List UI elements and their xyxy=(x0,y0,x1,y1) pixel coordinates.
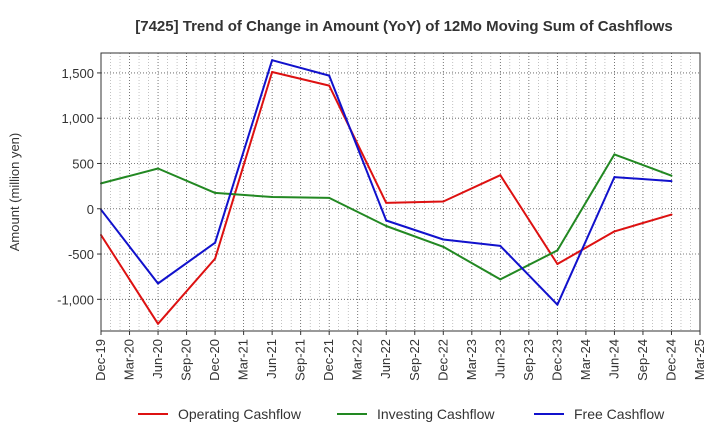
free-cashflow-point xyxy=(214,241,217,244)
x-tick-label: Sep-22 xyxy=(407,339,422,381)
investing-cashflow-point xyxy=(442,245,445,248)
y-axis-ticks: -1,000 -500 0 500 1,000 1,500 xyxy=(57,66,101,307)
y-tick-label: -1,000 xyxy=(57,292,94,307)
x-tick-label: Dec-22 xyxy=(435,339,450,381)
y-axis-label: Amount (million yen) xyxy=(7,133,22,252)
legend: Operating Cashflow Investing Cashflow Free… xyxy=(138,406,665,422)
operating-cashflow-point xyxy=(499,174,502,177)
x-tick-label: Jun-23 xyxy=(492,339,507,379)
series-lines xyxy=(100,59,673,325)
x-tick-label: Jun-24 xyxy=(606,339,621,379)
free-cashflow-point xyxy=(385,219,388,222)
investing-cashflow-point xyxy=(385,224,388,227)
free-cashflow-point xyxy=(271,59,274,62)
x-tick-label: Jun-21 xyxy=(264,339,279,379)
legend-label-free-cashflow: Free Cashflow xyxy=(574,406,665,422)
plot-area-frame xyxy=(100,52,701,332)
x-tick-label: Dec-19 xyxy=(93,339,108,381)
x-axis-ticks: Dec-19 Mar-20 Jun-20 Sep-20 Dec-20 Mar-21 Jun-… xyxy=(93,331,707,381)
investing-cashflow-point xyxy=(328,196,331,199)
investing-cashflow-point xyxy=(499,278,502,281)
free-cashflow-point xyxy=(442,238,445,241)
free-cashflow-point xyxy=(613,176,616,179)
x-tick-label: Mar-20 xyxy=(122,339,137,380)
x-tick-label: Dec-20 xyxy=(207,339,222,381)
free-cashflow-point xyxy=(499,244,502,247)
x-tick-label: Mar-21 xyxy=(236,339,251,380)
investing-cashflow-point xyxy=(613,153,616,156)
x-tick-label: Sep-20 xyxy=(179,339,194,381)
x-tick-label: Sep-21 xyxy=(293,339,308,381)
x-tick-label: Jun-22 xyxy=(378,339,393,379)
operating-cashflow-point xyxy=(613,230,616,233)
y-tick-label: 1,000 xyxy=(61,111,94,126)
x-tick-label: Mar-25 xyxy=(692,339,707,380)
x-tick-label: Dec-24 xyxy=(663,339,678,381)
operating-cashflow-point xyxy=(328,84,331,87)
operating-cashflow-point xyxy=(670,213,673,216)
operating-cashflow-point xyxy=(157,322,160,325)
operating-cashflow-point xyxy=(271,71,274,74)
investing-cashflow-point xyxy=(670,174,673,177)
free-cashflow-point xyxy=(157,282,160,285)
free-cashflow-point xyxy=(556,303,559,306)
investing-cashflow-point xyxy=(556,249,559,252)
x-tick-label: Sep-24 xyxy=(635,339,650,381)
y-tick-label: 0 xyxy=(87,202,94,217)
legend-label-investing-cashflow: Investing Cashflow xyxy=(377,406,495,422)
legend-label-operating-cashflow: Operating Cashflow xyxy=(178,406,302,422)
y-tick-label: -500 xyxy=(68,247,94,262)
investing-cashflow-point xyxy=(214,191,217,194)
x-tick-label: Dec-21 xyxy=(321,339,336,381)
x-tick-label: Mar-22 xyxy=(350,339,365,380)
operating-cashflow-point xyxy=(214,257,217,260)
x-tick-label: Jun-20 xyxy=(150,339,165,379)
investing-cashflow-point xyxy=(271,195,274,198)
investing-cashflow-point xyxy=(157,167,160,170)
y-tick-label: 500 xyxy=(72,156,94,171)
x-tick-label: Mar-24 xyxy=(578,339,593,380)
operating-cashflow-point xyxy=(385,201,388,204)
y-tick-label: 1,500 xyxy=(61,66,94,81)
x-tick-label: Mar-23 xyxy=(464,339,479,380)
free-cashflow-point xyxy=(670,180,673,183)
grid-lines xyxy=(101,53,700,331)
x-tick-label: Sep-23 xyxy=(521,339,536,381)
x-tick-label: Dec-23 xyxy=(549,339,564,381)
operating-cashflow-point xyxy=(442,200,445,203)
free-cashflow-point xyxy=(328,74,331,77)
operating-cashflow-point xyxy=(556,262,559,265)
chart-title: [7425] Trend of Change in Amount (YoY) o… xyxy=(135,18,673,35)
